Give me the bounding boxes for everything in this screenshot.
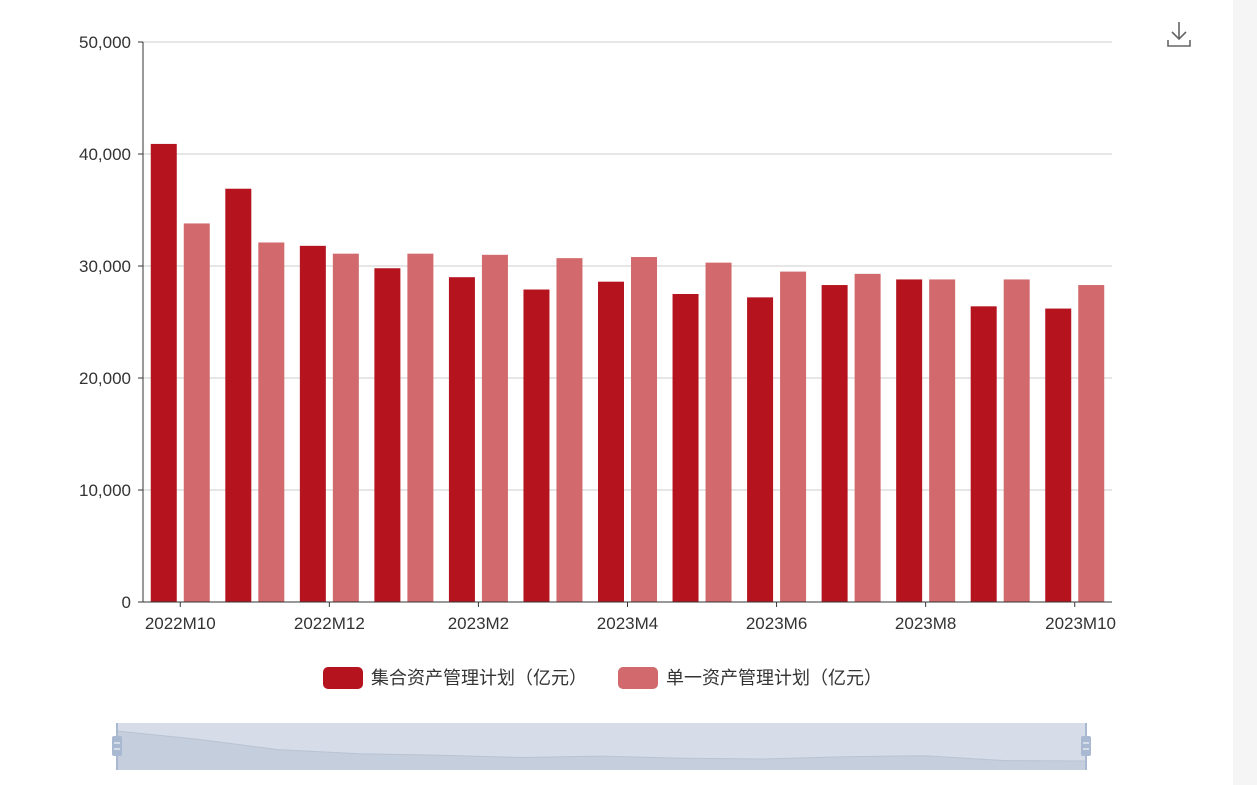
x-tick-label: 2023M6: [746, 614, 807, 633]
legend-swatch: [323, 667, 363, 689]
grid-lines: [143, 41, 1112, 491]
bar-collective-2022M11[interactable]: [225, 188, 252, 602]
bar-collective-2023M9[interactable]: [970, 306, 997, 602]
bar-single-2023M6[interactable]: [780, 271, 807, 602]
bar-collective-2022M12[interactable]: [299, 245, 326, 602]
x-tick-label: 2023M2: [448, 614, 509, 633]
legend[interactable]: 集合资产管理计划（亿元） 单一资产管理计划（亿元）: [323, 667, 882, 689]
bar-single-2022M11[interactable]: [258, 242, 285, 603]
legend-swatch: [618, 667, 658, 689]
legend-item-collective[interactable]: 集合资产管理计划（亿元）: [323, 667, 587, 689]
x-tick-label: 2022M12: [294, 614, 365, 633]
zoom-preview-area: [117, 731, 1086, 770]
bar-series[interactable]: [150, 143, 1105, 603]
y-tick-label: 50,000: [79, 33, 131, 52]
data-zoom-slider[interactable]: [112, 723, 1091, 770]
bar-collective-2023M4[interactable]: [598, 281, 624, 602]
bar-single-2023M2[interactable]: [481, 254, 508, 603]
x-axis-ticks: 2022M10 2022M12 2023M2 2023M4 2023M6 2023M8 20…: [145, 602, 1116, 633]
axes: [142, 42, 1112, 603]
bar-single-2023M8[interactable]: [929, 279, 956, 602]
bar-single-2022M10[interactable]: [183, 223, 210, 602]
y-tick-label: 0: [122, 593, 131, 612]
zoom-handle-grip: [1081, 736, 1091, 756]
page-scroll-gutter: [1233, 0, 1257, 785]
bar-single-2023M7[interactable]: [854, 273, 881, 602]
zoom-handle-grip: [112, 736, 122, 756]
bar-collective-2022M10[interactable]: [150, 143, 177, 603]
bar-single-2023M5[interactable]: [705, 262, 732, 602]
x-tick-label: 2023M4: [597, 614, 658, 633]
y-tick-label: 20,000: [79, 369, 131, 388]
y-tick-label: 30,000: [79, 257, 131, 276]
legend-label: 单一资产管理计划（亿元）: [666, 668, 882, 689]
bar-single-2023M4[interactable]: [631, 257, 657, 602]
bar-collective-2023M1[interactable]: [374, 268, 401, 602]
bar-single-2023M10[interactable]: [1078, 285, 1105, 602]
bar-collective-2023M6[interactable]: [747, 297, 774, 602]
y-tick-label: 10,000: [79, 481, 131, 500]
bar-collective-2023M7[interactable]: [821, 285, 848, 602]
zoom-handle-right[interactable]: [1081, 723, 1091, 770]
bar-single-2023M9[interactable]: [1003, 279, 1030, 602]
x-tick-label: 2023M8: [895, 614, 956, 633]
bar-single-2022M12[interactable]: [332, 253, 359, 602]
zoom-handle-left[interactable]: [112, 723, 122, 770]
download-icon[interactable]: [1164, 18, 1194, 50]
bar-single-2023M3[interactable]: [556, 258, 583, 602]
legend-label: 集合资产管理计划（亿元）: [371, 668, 587, 689]
bar-single-2023M1[interactable]: [407, 253, 434, 602]
bar-collective-2023M2[interactable]: [448, 277, 475, 602]
bar-collective-2023M3[interactable]: [523, 289, 550, 602]
x-tick-label: 2022M10: [145, 614, 216, 633]
zoom-preview-line: [116, 730, 1087, 762]
bar-collective-2023M10[interactable]: [1045, 308, 1072, 602]
x-tick-label: 2023M10: [1045, 614, 1116, 633]
y-tick-label: 40,000: [79, 145, 131, 164]
bar-collective-2023M8[interactable]: [896, 279, 923, 602]
legend-item-single[interactable]: 单一资产管理计划（亿元）: [618, 667, 882, 689]
bar-collective-2023M5[interactable]: [672, 294, 699, 602]
y-axis-ticks: 0 10,000 20,000 30,000 40,000 50,000: [79, 33, 143, 612]
